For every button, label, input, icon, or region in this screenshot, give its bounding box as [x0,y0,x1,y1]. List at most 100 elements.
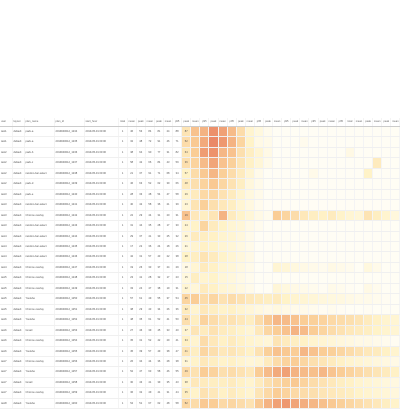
table-row[interactable]: test6 default Youtube 2019040012_1252 2019-0… [0,314,400,326]
data-cell[interactable]: 41 [145,231,155,243]
data-cell[interactable] [318,293,328,305]
data-cell[interactable] [336,272,346,284]
data-cell[interactable] [390,189,400,201]
column-header[interactable]: mean [272,118,283,127]
data-cell[interactable] [236,241,246,253]
cell-start[interactable]: 2019-05-01 00:00 [84,387,119,399]
column-header[interactable]: mean [354,118,365,127]
data-cell[interactable]: 24 [154,241,164,253]
data-cell[interactable] [281,251,292,263]
cell-start[interactable]: 2019-05-01 00:00 [84,272,119,284]
data-cell[interactable] [327,251,337,263]
data-cell[interactable] [299,377,310,389]
data-cell[interactable] [363,231,374,243]
column-header[interactable]: peak [181,118,192,127]
data-cell[interactable] [190,231,201,243]
cell-user[interactable]: test5 [0,272,13,284]
data-cell[interactable] [263,220,274,232]
data-cell[interactable]: 37 [136,168,146,180]
data-cell[interactable] [354,231,365,243]
data-cell[interactable] [318,210,328,222]
data-cell[interactable] [190,346,201,357]
data-cell[interactable] [272,304,283,316]
data-cell[interactable] [327,168,337,180]
cell-layout[interactable]: default [12,220,25,232]
data-cell[interactable]: 35 [163,377,174,389]
data-cell[interactable] [327,262,337,274]
data-cell[interactable]: 46 [163,366,174,378]
data-cell[interactable]: 18 [163,241,174,253]
data-cell[interactable] [199,157,210,169]
data-cell[interactable] [281,356,292,368]
cell-user[interactable]: test7 [0,387,13,399]
data-cell[interactable]: 44 [145,356,155,368]
data-cell[interactable] [227,157,237,169]
data-cell[interactable] [390,346,400,357]
data-cell[interactable] [363,387,374,399]
data-cell[interactable]: 28 [181,251,192,263]
data-cell[interactable] [281,199,292,211]
data-cell[interactable]: 72 [145,136,155,148]
data-cell[interactable] [381,293,392,305]
cell-layout[interactable]: default [12,147,25,159]
data-cell[interactable] [245,168,255,180]
data-cell[interactable] [272,231,283,243]
data-cell[interactable] [218,189,228,201]
data-cell[interactable] [299,304,310,316]
data-cell[interactable]: 1 [118,283,128,295]
data-cell[interactable] [236,387,246,399]
data-cell[interactable]: 27 [127,325,137,337]
data-cell[interactable] [354,189,365,201]
data-cell[interactable] [236,178,246,190]
data-cell[interactable]: 33 [136,189,146,201]
data-cell[interactable]: 28 [163,356,174,368]
data-cell[interactable] [281,314,292,326]
data-cell[interactable] [290,346,301,357]
data-cell[interactable] [308,387,319,399]
data-cell[interactable] [199,220,210,232]
data-cell[interactable]: 43 [172,377,183,389]
data-cell[interactable] [218,304,228,316]
data-cell[interactable]: 34 [154,304,164,316]
data-cell[interactable] [290,262,301,274]
data-cell[interactable] [227,283,237,295]
data-cell[interactable]: 49 [154,346,164,357]
data-cell[interactable] [290,136,301,148]
data-cell[interactable] [208,387,219,399]
data-cell[interactable] [272,293,283,305]
data-cell[interactable]: 33 [163,325,174,337]
data-cell[interactable] [381,387,392,399]
data-cell[interactable]: 36 [145,241,155,253]
cell-plan[interactable]: Chrome overlay [24,283,55,295]
data-cell[interactable] [281,346,292,357]
data-cell[interactable] [327,377,337,389]
data-cell[interactable] [345,220,355,232]
data-cell[interactable] [372,293,383,305]
data-cell[interactable]: 22 [163,251,174,263]
data-cell[interactable]: 24 [163,262,174,274]
data-cell[interactable] [318,314,328,326]
data-cell[interactable] [227,199,237,211]
data-cell[interactable] [336,366,346,378]
data-cell[interactable] [263,157,274,169]
data-cell[interactable] [390,293,400,305]
data-cell[interactable] [227,387,237,399]
data-cell[interactable]: 47 [163,189,174,201]
data-cell[interactable] [354,220,365,232]
data-cell[interactable] [218,346,228,357]
cell-user[interactable]: test4 [0,251,13,263]
data-cell[interactable] [381,136,392,148]
data-cell[interactable] [345,366,355,378]
cell-start[interactable]: 2019-05-01 00:00 [84,377,119,389]
table-row[interactable]: test3 default Chrome overlay 2019040012_124… [0,210,400,222]
data-cell[interactable] [199,136,210,148]
data-cell[interactable] [245,147,255,159]
data-cell[interactable]: 1 [118,335,128,347]
data-cell[interactable]: 41 [181,346,192,357]
data-cell[interactable] [318,283,328,295]
data-cell[interactable] [272,189,283,201]
data-cell[interactable] [263,346,274,357]
cell-start[interactable]: 2019-05-01 00:00 [84,356,119,368]
data-cell[interactable] [318,220,328,232]
data-cell[interactable]: 44 [145,210,155,222]
